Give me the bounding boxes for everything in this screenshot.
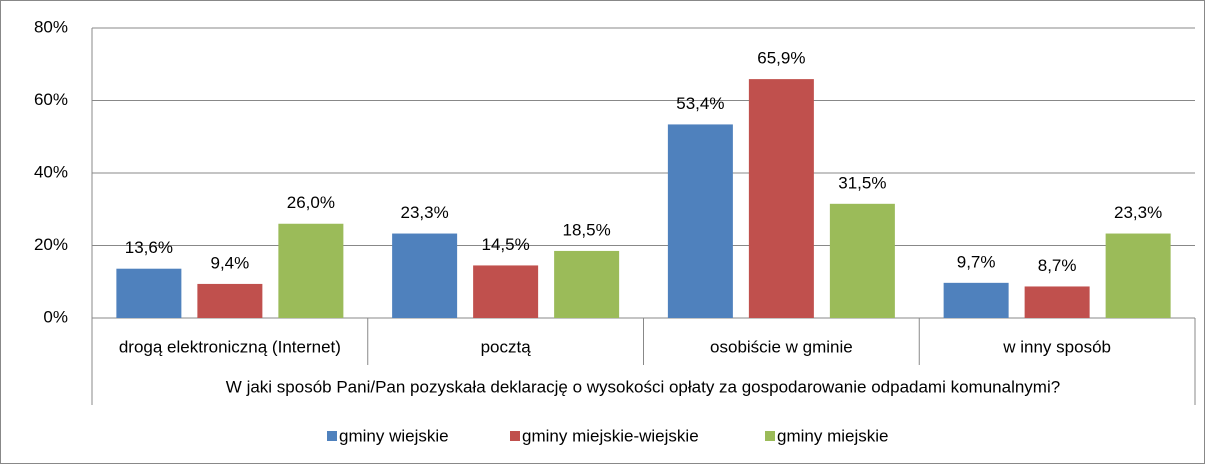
value-label: 53,4% (676, 94, 724, 113)
x-tick-label: osobiście w gminie (710, 337, 853, 356)
x-tick-label: w inny sposób (1002, 337, 1111, 356)
bar (392, 233, 458, 318)
y-tick-label: 0% (43, 307, 68, 326)
y-tick-label: 80% (34, 17, 68, 36)
bar (748, 79, 814, 318)
y-tick-label: 40% (34, 162, 68, 181)
x-tick-label: drogą elektroniczną (Internet) (119, 337, 341, 356)
value-label: 13,6% (125, 238, 173, 257)
bar (554, 250, 620, 318)
value-label: 8,7% (1038, 256, 1077, 275)
legend-swatch (765, 431, 775, 441)
bar (473, 265, 539, 318)
legend-swatch (327, 431, 337, 441)
value-label: 65,9% (757, 49, 805, 68)
bar (667, 124, 733, 318)
legend-label: gminy wiejskie (339, 426, 449, 445)
legend-swatch (510, 431, 520, 441)
bar (943, 282, 1009, 318)
value-label: 9,7% (957, 252, 996, 271)
value-label: 23,3% (401, 203, 449, 222)
legend-label: gminy miejskie (777, 426, 888, 445)
x-tick-label: pocztą (481, 337, 532, 356)
value-label: 14,5% (482, 235, 530, 254)
bar (829, 203, 895, 318)
bar (1105, 233, 1171, 318)
y-tick-label: 60% (34, 90, 68, 109)
bar (116, 268, 182, 318)
value-label: 31,5% (838, 173, 886, 192)
bar (278, 223, 344, 318)
legend-label: gminy miejskie-wiejskie (522, 426, 699, 445)
bar (197, 283, 263, 318)
bar (1024, 286, 1090, 318)
y-tick-label: 20% (34, 235, 68, 254)
x-axis-title: W jaki sposób Pani/Pan pozyskała deklara… (226, 377, 1060, 396)
value-label: 9,4% (211, 253, 250, 272)
value-label: 26,0% (287, 193, 335, 212)
value-label: 18,5% (563, 220, 611, 239)
value-label: 23,3% (1114, 203, 1162, 222)
